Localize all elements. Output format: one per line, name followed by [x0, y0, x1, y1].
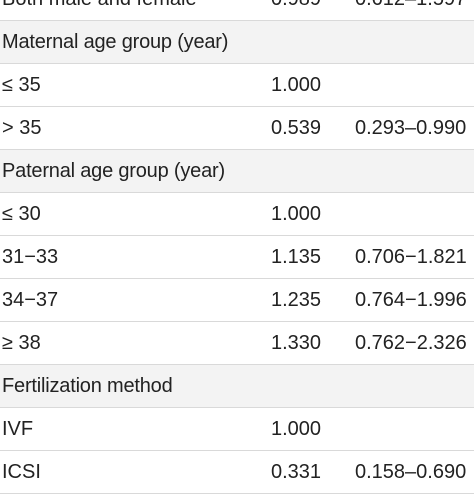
row-label: 31−33 — [2, 246, 59, 268]
odds-ratio-value: 0.539 — [271, 117, 322, 139]
odds-ratio-value: 1.330 — [271, 332, 322, 354]
row-label: ≥ 38 — [2, 332, 41, 354]
odds-ratio-value: 0.331 — [271, 461, 322, 483]
table-row: ≤ 30 1.000 — [0, 193, 474, 236]
section-title: Paternal age group (year) — [2, 160, 225, 182]
odds-ratio-value: 1.000 — [271, 418, 322, 440]
section-header-row: Maternal age group (year) — [0, 21, 474, 64]
table-row: ≥ 38 1.330 0.762−2.326 — [0, 322, 474, 365]
section-title: Maternal age group (year) — [2, 31, 229, 53]
row-label: ≤ 30 — [2, 203, 41, 225]
table-row: > 35 0.539 0.293–0.990 — [0, 107, 474, 150]
row-label: > 35 — [2, 117, 42, 139]
confidence-interval: 0.293–0.990 — [355, 117, 467, 139]
row-label: 34−37 — [2, 289, 59, 311]
row-label: IVF — [2, 418, 34, 440]
confidence-interval: 0.612–1.597 — [355, 0, 466, 20]
odds-ratio-value: 1.000 — [271, 203, 322, 225]
row-label: Both male and female — [2, 0, 197, 20]
confidence-interval: 0.762−2.326 — [355, 332, 467, 354]
table-row: 34−37 1.235 0.764−1.996 — [0, 279, 474, 322]
section-title: Fertilization method — [2, 375, 173, 397]
odds-ratio-value: 1.235 — [271, 289, 322, 311]
confidence-interval: 0.158–0.690 — [355, 461, 467, 483]
table-row: Both male and female 0.989 0.612–1.597 — [0, 0, 474, 21]
section-header-row: Fertilization method — [0, 365, 474, 408]
section-header-row: Paternal age group (year) — [0, 150, 474, 193]
odds-ratio-value: 0.989 — [271, 0, 321, 20]
table-row: ICSI 0.331 0.158–0.690 — [0, 451, 474, 494]
table-row: IVF 1.000 — [0, 408, 474, 451]
odds-ratio-value: 1.135 — [271, 246, 322, 268]
row-label: ICSI — [2, 461, 41, 483]
confidence-interval: 0.764−1.996 — [355, 289, 467, 311]
confidence-interval: 0.706−1.821 — [355, 246, 467, 268]
row-label: ≤ 35 — [2, 74, 41, 96]
odds-ratio-value: 1.000 — [271, 74, 322, 96]
table-row: ≤ 35 1.000 — [0, 64, 474, 107]
table-row: 31−33 1.135 0.706−1.821 — [0, 236, 474, 279]
